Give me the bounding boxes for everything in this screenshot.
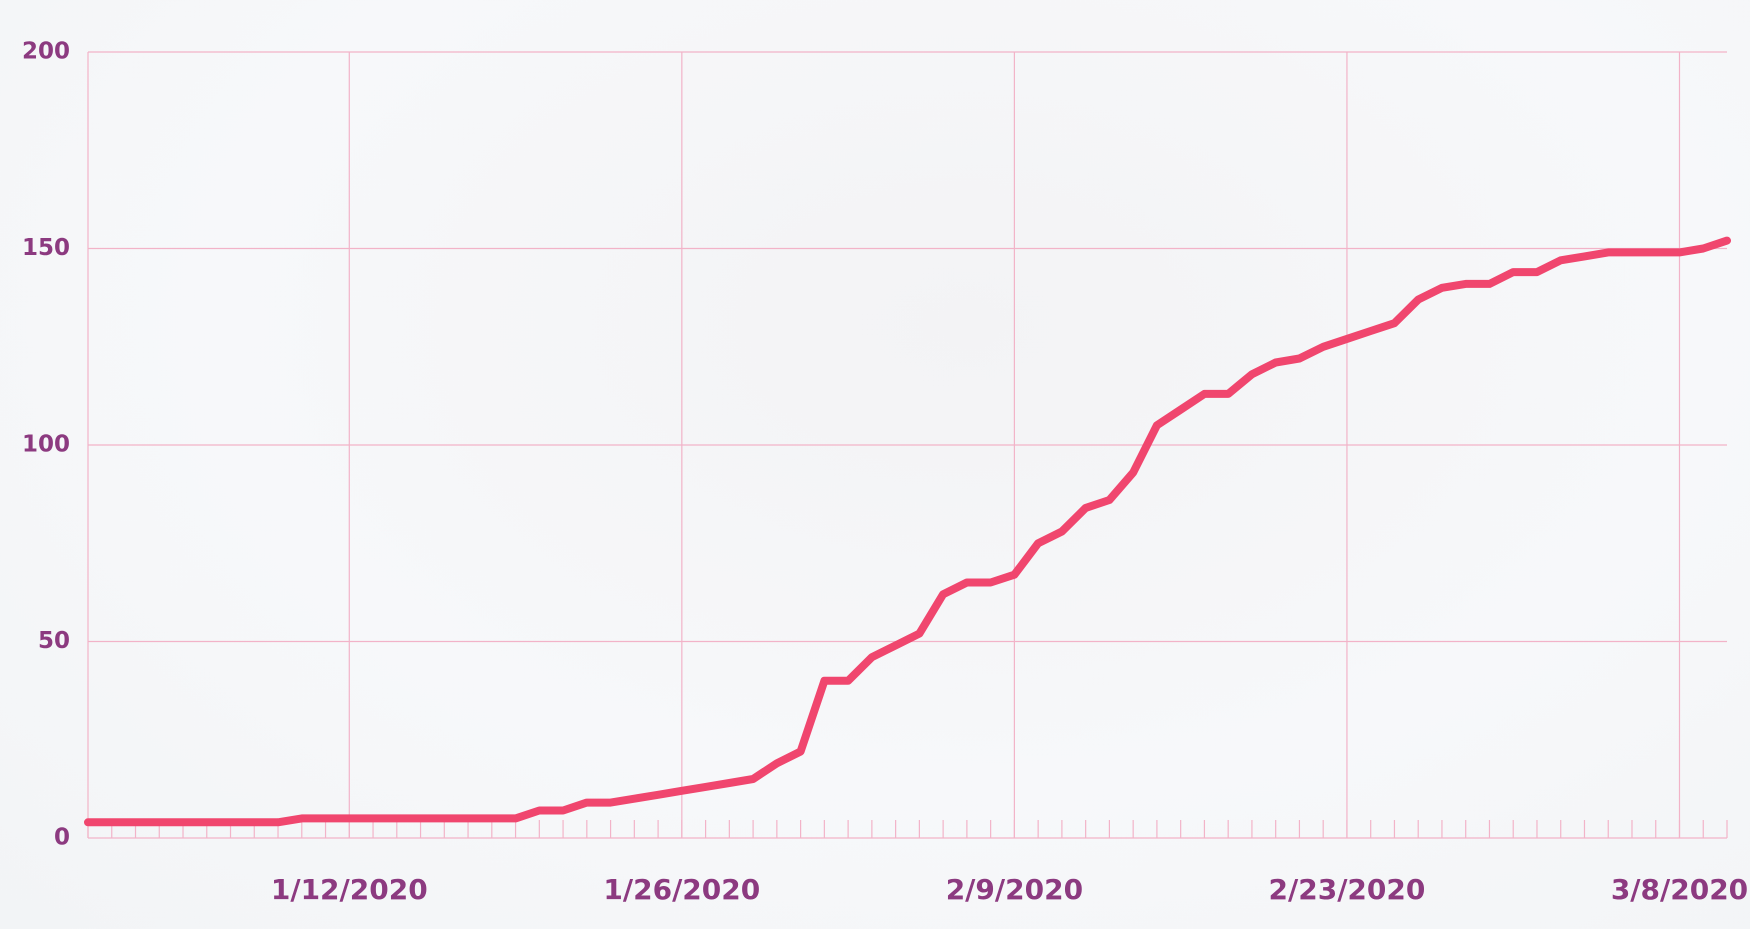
y-tick-label: 0: [54, 825, 70, 851]
x-tick-label: 3/8/2020: [1611, 873, 1748, 906]
x-tick-label: 2/23/2020: [1269, 873, 1426, 906]
y-tick-label: 200: [22, 39, 70, 65]
x-tick-label: 1/12/2020: [271, 873, 428, 906]
x-tick-label: 1/26/2020: [603, 873, 760, 906]
x-tick-label: 2/9/2020: [946, 873, 1083, 906]
y-tick-label: 150: [22, 235, 70, 261]
y-tick-label: 100: [22, 432, 70, 458]
y-tick-label: 50: [38, 628, 70, 654]
line: [84, 236, 1731, 827]
